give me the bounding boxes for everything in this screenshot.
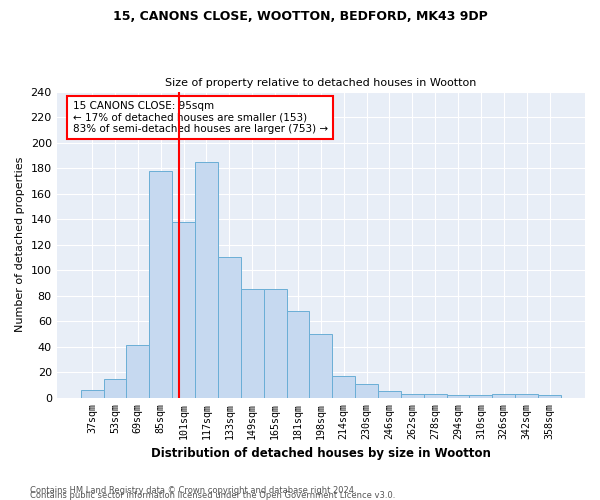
X-axis label: Distribution of detached houses by size in Wootton: Distribution of detached houses by size … bbox=[151, 447, 491, 460]
Bar bbox=[241, 290, 263, 398]
Bar bbox=[424, 394, 446, 398]
Bar bbox=[195, 162, 218, 398]
Bar bbox=[515, 394, 538, 398]
Bar bbox=[332, 376, 355, 398]
Text: 15, CANONS CLOSE, WOOTTON, BEDFORD, MK43 9DP: 15, CANONS CLOSE, WOOTTON, BEDFORD, MK43… bbox=[113, 10, 487, 23]
Bar bbox=[469, 396, 493, 398]
Bar bbox=[149, 170, 172, 398]
Bar bbox=[218, 258, 241, 398]
Text: Contains HM Land Registry data © Crown copyright and database right 2024.: Contains HM Land Registry data © Crown c… bbox=[30, 486, 356, 495]
Bar bbox=[401, 394, 424, 398]
Text: 15 CANONS CLOSE: 95sqm
← 17% of detached houses are smaller (153)
83% of semi-de: 15 CANONS CLOSE: 95sqm ← 17% of detached… bbox=[73, 100, 328, 134]
Bar bbox=[355, 384, 378, 398]
Bar bbox=[446, 396, 469, 398]
Bar bbox=[172, 222, 195, 398]
Bar bbox=[127, 346, 149, 398]
Text: Contains public sector information licensed under the Open Government Licence v3: Contains public sector information licen… bbox=[30, 491, 395, 500]
Y-axis label: Number of detached properties: Number of detached properties bbox=[15, 157, 25, 332]
Bar bbox=[538, 396, 561, 398]
Bar bbox=[378, 392, 401, 398]
Title: Size of property relative to detached houses in Wootton: Size of property relative to detached ho… bbox=[165, 78, 476, 88]
Bar bbox=[104, 378, 127, 398]
Bar bbox=[80, 390, 104, 398]
Bar bbox=[493, 394, 515, 398]
Bar bbox=[287, 311, 310, 398]
Bar bbox=[263, 290, 287, 398]
Bar bbox=[310, 334, 332, 398]
